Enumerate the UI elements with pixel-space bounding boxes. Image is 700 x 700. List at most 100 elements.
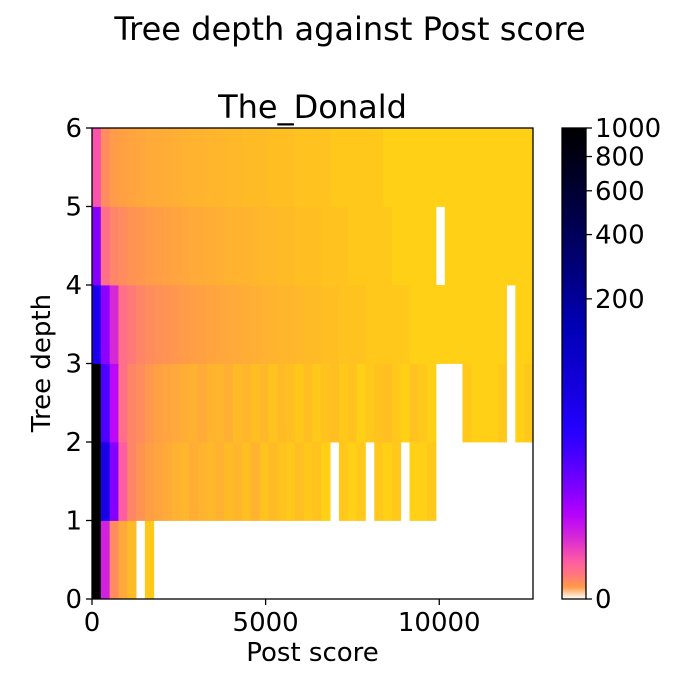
heatmap-cell [356, 442, 366, 521]
heatmap-cell [144, 128, 155, 207]
heatmap-cell [206, 442, 216, 521]
heatmap-cell [286, 442, 296, 521]
heatmap-cell [224, 128, 234, 207]
heatmap-cell [356, 206, 366, 286]
heatmap-cell [92, 520, 102, 600]
heatmap-cell [365, 363, 375, 443]
heatmap-cell [409, 128, 419, 207]
heatmap-cell [321, 442, 331, 521]
heatmap-cell [383, 206, 393, 286]
heatmap-cell [330, 285, 340, 364]
heatmap-cell [144, 363, 155, 443]
heatmap-cell [303, 206, 313, 286]
heatmap-cell [268, 442, 278, 521]
heatmap-cell [506, 128, 516, 207]
heatmap-cell [374, 363, 384, 443]
colorbar [561, 127, 587, 600]
heatmap-cell [206, 363, 216, 443]
heatmap-cell [286, 128, 296, 207]
heatmap-cell [109, 206, 119, 286]
heatmap-cell [347, 442, 357, 521]
heatmap-cell [268, 128, 278, 207]
heatmap-cell [391, 442, 402, 521]
heatmap-cell [374, 206, 384, 286]
heatmap-cell [215, 206, 225, 286]
heatmap-cell [330, 363, 340, 443]
heatmap-cell [374, 128, 384, 207]
colorbar-tick-label: 400 [595, 221, 645, 251]
heatmap-cell [162, 363, 172, 443]
heatmap-cell [294, 442, 305, 521]
heatmap-cell [241, 206, 252, 286]
heatmap-cell [241, 363, 252, 443]
heatmap-cell [427, 285, 437, 364]
heatmap-cell [127, 206, 137, 286]
heatmap-cell [391, 285, 402, 364]
heatmap-cell [312, 442, 322, 521]
heatmap-cell [144, 285, 155, 364]
heatmap-cell [206, 285, 216, 364]
heatmap-cell [92, 442, 102, 521]
x-tick-label: 5000 [233, 608, 299, 638]
heatmap-cell [233, 363, 243, 443]
x-tick-label: 10000 [398, 608, 481, 638]
y-tick-label: 2 [65, 428, 82, 458]
heatmap-cell [136, 285, 146, 364]
heatmap-cell [277, 206, 287, 286]
heatmap-cell [365, 285, 375, 364]
heatmap-cell [400, 128, 410, 207]
heatmap-cell [144, 442, 155, 521]
heatmap-cell [153, 285, 163, 364]
heatmap-cell [471, 363, 481, 443]
heatmap-cell [321, 285, 331, 364]
heatmap-cell [250, 285, 260, 364]
x-axis-label: Post score [246, 638, 379, 668]
heatmap-cell [418, 442, 428, 521]
heatmap-cell [391, 206, 402, 286]
heatmap-cell [171, 128, 181, 207]
heatmap-cell [338, 442, 349, 521]
heatmap-cell [259, 285, 269, 364]
heatmap-cell [189, 128, 199, 207]
heatmap-cell [409, 363, 419, 443]
heatmap-cell [153, 442, 163, 521]
heatmap-cell [321, 128, 331, 207]
heatmap-cell [515, 285, 525, 364]
heatmap-cell [180, 128, 190, 207]
heatmap-cell [435, 285, 446, 364]
y-tick-label: 5 [65, 193, 82, 223]
heatmap-cell [488, 206, 499, 286]
heatmap-cell [189, 206, 199, 286]
heatmap-cell [471, 128, 481, 207]
heatmap-cell [215, 363, 225, 443]
heatmap-cell [162, 442, 172, 521]
heatmap-cells [92, 128, 534, 600]
heatmap-cell [356, 363, 366, 443]
heatmap-cell [303, 128, 313, 207]
heatmap-cell [100, 363, 111, 443]
heatmap-cell [524, 206, 534, 286]
heatmap-cell [92, 285, 102, 364]
colorbar-tick-label: 200 [595, 285, 645, 315]
heatmap-cell [162, 285, 172, 364]
heatmap-cell [391, 363, 402, 443]
heatmap-cell [259, 206, 269, 286]
heatmap-cell [109, 442, 119, 521]
heatmap-cell [224, 285, 234, 364]
heatmap-cell [312, 206, 322, 286]
heatmap-cell [224, 442, 234, 521]
heatmap-cell [462, 285, 472, 364]
heatmap-cell [356, 285, 366, 364]
heatmap-cell [250, 363, 260, 443]
heatmap-cell [453, 285, 463, 364]
heatmap-cell [453, 128, 463, 207]
heatmap-cell [250, 206, 260, 286]
heatmap-cell [197, 206, 208, 286]
heatmap-cell [418, 285, 428, 364]
heatmap-cell [259, 363, 269, 443]
heatmap-cell [347, 128, 357, 207]
heatmap-cell [215, 128, 225, 207]
heatmap-cell [233, 128, 243, 207]
heatmap-cell [383, 442, 393, 521]
